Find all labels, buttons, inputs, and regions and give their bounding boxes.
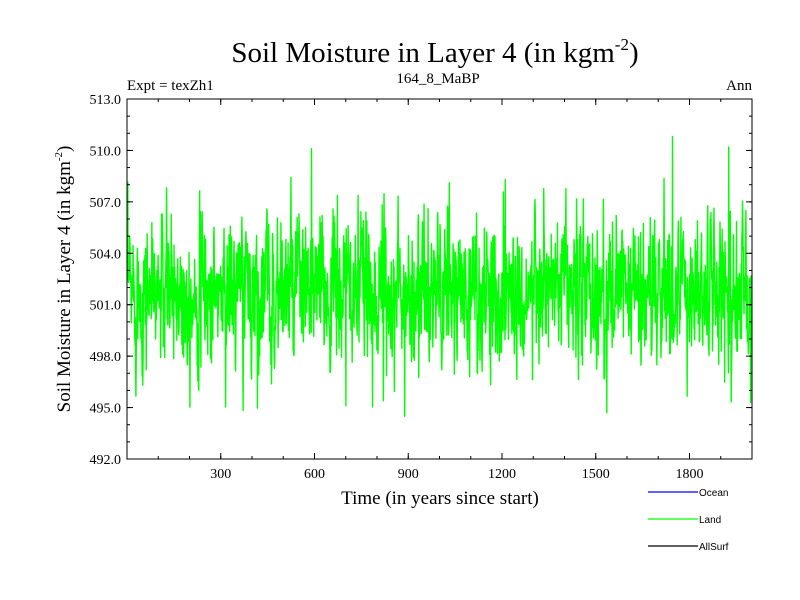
legend-label-allsurf: AllSurf xyxy=(699,542,729,553)
series-layer xyxy=(126,136,753,417)
x-tick-label: 900 xyxy=(398,467,419,482)
y-tick-label: 507.0 xyxy=(90,196,122,211)
series-line-land xyxy=(126,136,753,417)
subtitle-center: 164_8_MaBP xyxy=(396,71,479,87)
y-tick-label: 510.0 xyxy=(90,144,122,159)
y-tick-label: 495.0 xyxy=(90,402,122,417)
x-axis-label: Time (in years since start) xyxy=(341,488,539,509)
x-tick-label: 300 xyxy=(210,467,231,482)
chart-title: Soil Moisture in Layer 4 (in kgm-2) xyxy=(231,35,638,69)
y-tick-label: 498.0 xyxy=(90,350,122,365)
y-tick-label: 513.0 xyxy=(90,93,122,108)
subtitle-left: Expt = texZh1 xyxy=(127,78,214,94)
y-tick-label: 501.0 xyxy=(90,299,122,314)
legend-label-ocean: Ocean xyxy=(699,488,728,499)
x-tick-label: 1800 xyxy=(676,467,704,482)
legend: Ocean Land AllSurf xyxy=(648,488,729,553)
x-tick-label: 1200 xyxy=(488,467,516,482)
x-tick-label: 600 xyxy=(304,467,325,482)
plot-frame xyxy=(126,98,753,460)
subtitle-right: Ann xyxy=(726,78,752,94)
y-tick-label: 504.0 xyxy=(90,247,122,262)
legend-label-land: Land xyxy=(699,515,721,526)
ticks-layer: 492.0 495.0 498.0 501.0 504.0 507.0 510.0 513.0… xyxy=(90,93,752,482)
y-tick-label: 492.0 xyxy=(90,453,122,468)
x-tick-label: 1500 xyxy=(582,467,610,482)
y-axis-label: Soil Moisture in Layer 4 (in kgm-2) xyxy=(53,146,75,413)
